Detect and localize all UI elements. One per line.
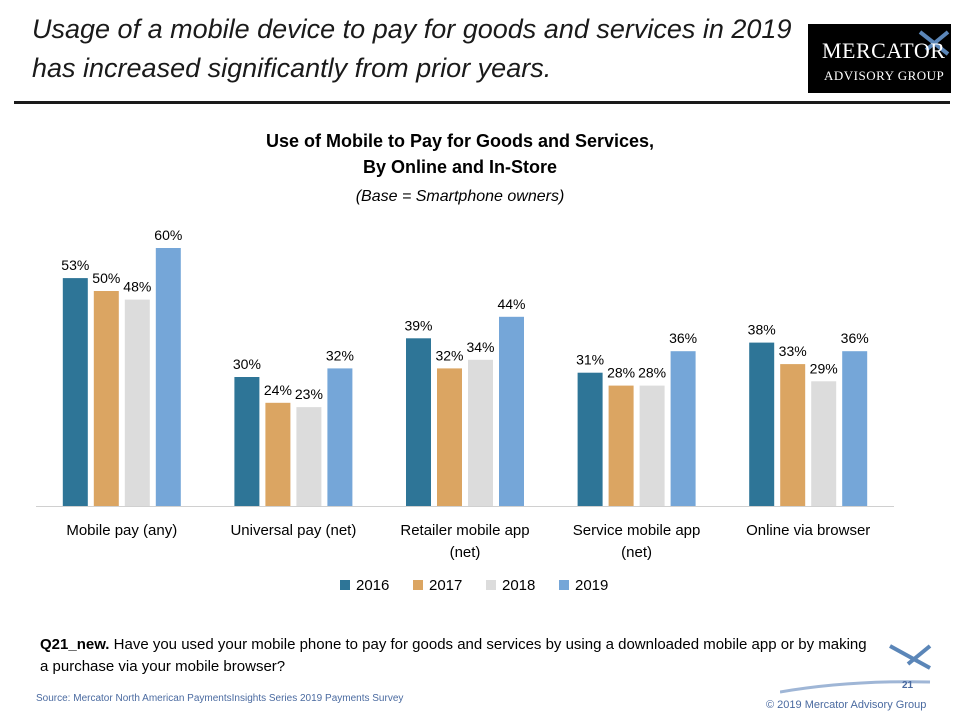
page-number: 21 [902,680,914,691]
data-label: 33% [779,343,807,359]
data-label: 29% [810,360,838,376]
slide-headline: Usage of a mobile device to pay for good… [32,14,792,83]
logo-line1: MERCATOR [822,38,946,63]
category-label: Universal pay (net) [230,522,356,539]
bar [468,359,493,506]
logo-line2: ADVISORY GROUP [824,68,945,83]
bar [62,278,88,506]
logo-swoosh-icon [918,30,950,56]
chart-title-line2: By Online and In-Store [362,157,558,177]
legend-label: 2016 [356,577,389,594]
legend-swatch [486,580,496,590]
legend-swatch [559,580,569,590]
bar-chart: 53%50%48% 60% Mobile pay (any) 30%24% 23% 32%… [36,227,894,594]
data-label: 32% [326,347,354,363]
data-label: 24% [264,382,292,398]
bar [842,351,868,506]
data-label: 48% [123,279,151,295]
bar [437,368,462,506]
legend-swatch [340,580,350,590]
data-label: 50% [92,270,120,286]
data-label: 23% [295,386,323,402]
chart-subtitle: (Base = Smartphone owners) [355,188,565,205]
bar [577,372,603,506]
bar [155,248,181,506]
data-label: 39% [404,317,432,333]
bar [639,385,665,506]
survey-question: Q21_new. Have you used your mobile phone… [40,634,870,678]
bar [296,407,322,506]
category-label: Mobile pay (any) [66,522,177,539]
data-label: 28% [638,365,666,381]
data-label: 53% [61,257,89,273]
data-label: 31% [576,352,604,368]
data-label: 38% [748,322,776,338]
bar [93,291,119,506]
bar [327,368,353,506]
bar [749,342,775,506]
data-label: 34% [466,339,494,355]
legend-label: 2019 [575,577,608,594]
mercator-logo: MERCATOR ADVISORY GROUP [808,24,951,93]
header-rule [14,101,950,104]
copyright: © 2019 Mercator Advisory Group [766,699,927,711]
legend-label: 2017 [429,577,462,594]
data-label: 36% [669,330,697,346]
data-label: 44% [497,296,525,312]
data-label: 30% [233,356,261,372]
category-label: Service mobile app [573,522,701,539]
bar [499,316,524,506]
chart-title: Use of Mobile to Pay for Goods and Servi… [160,128,760,180]
corner-swoosh-icon [780,644,932,694]
data-label: 28% [607,365,635,381]
category-label: Retailer mobile app [400,522,529,539]
question-label: Q21_new. [40,636,110,653]
bar [124,299,150,506]
category-label: (net) [621,544,652,561]
legend-swatch [413,580,423,590]
source-note: Source: Mercator North American Payments… [36,693,404,704]
bar [670,351,696,506]
data-label: 36% [841,330,869,346]
legend-label: 2018 [502,577,535,594]
data-label: 60% [154,227,182,243]
category-label: Online via browser [746,522,870,539]
bar [265,402,291,506]
chart-title-line1: Use of Mobile to Pay for Goods and Servi… [265,131,655,151]
bar [406,338,431,506]
category-label: (net) [450,544,481,561]
bar [234,377,260,506]
bar [780,364,806,506]
question-text: Have you used your mobile phone to pay f… [40,636,867,675]
data-label: 32% [435,347,463,363]
bar [608,385,634,506]
bar [811,381,837,506]
